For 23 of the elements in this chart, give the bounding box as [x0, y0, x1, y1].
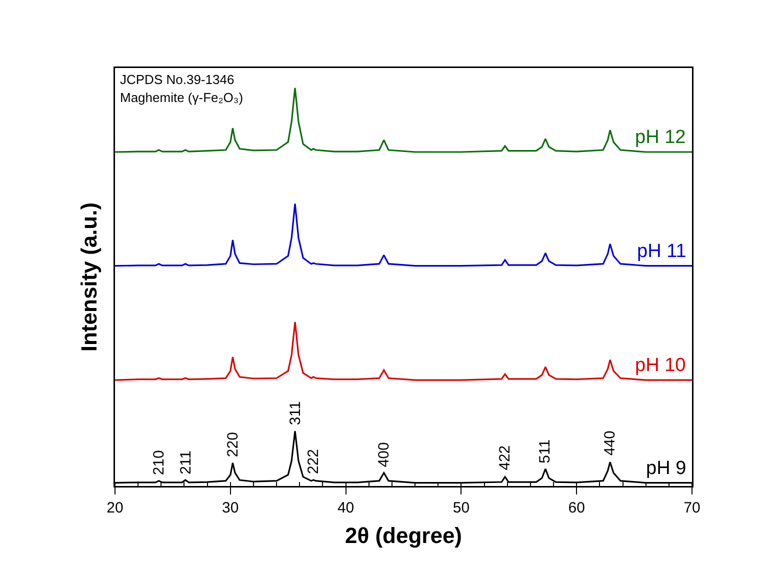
x-tick-label: 40 — [337, 500, 354, 516]
x-tick-label: 30 — [222, 500, 239, 516]
annotation: 422 — [496, 445, 514, 470]
x-tick-label: 60 — [568, 500, 585, 516]
annotation: 511 — [536, 439, 554, 464]
annotation: 400 — [376, 442, 393, 468]
annotation: 440 — [601, 430, 618, 456]
x-axis-title: 2θ (degree) — [344, 523, 462, 548]
x-tick-label: 70 — [684, 500, 700, 516]
x-tick-label: 50 — [452, 500, 470, 516]
y-axis-title: Intensity (a.u.) — [76, 202, 102, 352]
annotation: 211 — [177, 450, 194, 474]
annotation: 210 — [150, 450, 168, 476]
annotation: 222 — [304, 448, 322, 474]
x-tick-label: 20 — [106, 500, 124, 516]
series-label: pH 10 — [635, 355, 686, 376]
series-label: pH 11 — [637, 241, 686, 262]
annotation: 220 — [224, 432, 242, 458]
annotation: 311 — [286, 401, 304, 426]
annotation: Maghemite (γ-Fe₂O₃) — [120, 90, 244, 105]
series-label: pH 12 — [635, 127, 686, 148]
series-label: pH 9 — [646, 458, 686, 479]
text: JCPDS No.39-1346 — [120, 72, 234, 87]
